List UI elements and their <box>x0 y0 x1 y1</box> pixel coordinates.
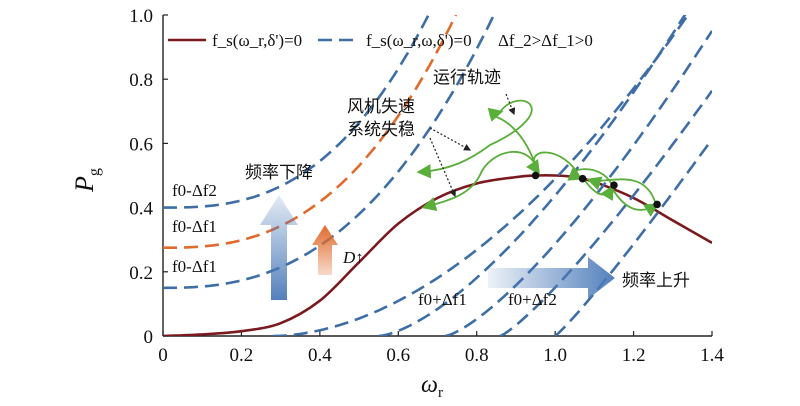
y-tick-label: 0.6 <box>129 134 153 155</box>
x-tick-label: 0 <box>158 345 168 366</box>
y-tick-label: 1.0 <box>129 6 153 27</box>
instability-leader-2 <box>429 137 456 198</box>
curve-label-f0-minus-df1-lower: f0-Δf1 <box>172 257 217 276</box>
trajectory-segment <box>487 107 539 173</box>
trajectory-segment <box>582 177 614 201</box>
axes: 0 0.2 0.4 0.6 0.8 1.0 1.2 1.4 0 0.2 0.4 0.6 0.8 1.0 ωr… <box>70 6 724 401</box>
trajectory-segment <box>611 187 660 217</box>
x-axis-title-sub: r <box>438 385 443 401</box>
freq-up-label: 频率上升 <box>622 271 690 291</box>
curve-label-f0-plus-df2: f0+Δf2 <box>508 290 557 309</box>
instability-leader-1 <box>429 127 472 151</box>
x-tick-label: 0.2 <box>230 345 254 366</box>
legend-dashed-label: f_s(ω_r,ω,δ')=0 <box>366 31 472 50</box>
trajectory-label: 运行轨迹 <box>433 68 501 88</box>
series-line <box>499 90 712 336</box>
y-tick-label: 0.4 <box>129 199 153 220</box>
curve-label-f0-minus-df1-upper: f0-Δf1 <box>172 217 217 236</box>
y-tick-label: 0.8 <box>129 70 153 91</box>
trajectory-path <box>416 99 660 217</box>
freq-down-label: 频率下降 <box>245 163 313 183</box>
trajectory-segment <box>586 176 657 206</box>
legend-note: Δf_2>Δf_1>0 <box>498 31 593 50</box>
trajectory-segment <box>416 99 533 179</box>
d-arrow <box>312 225 338 275</box>
series-line <box>163 15 458 249</box>
y-axis-title: Pg <box>70 168 103 193</box>
y-tick-label: 0.2 <box>129 263 153 284</box>
d-arrow-label: D↑ <box>342 248 364 267</box>
legend: f_s(ω_r,δ')=0 f_s(ω_r,ω,δ')=0 Δf_2>Δf_1>0 <box>168 31 593 50</box>
x-tick-label: 0.4 <box>308 345 332 366</box>
y-axis-title-sub: g <box>86 168 103 176</box>
curve-label-f0-plus-df1: f0+Δf1 <box>418 290 467 309</box>
operating-point <box>653 200 661 209</box>
series-line <box>378 15 687 336</box>
trajectory-segment <box>567 167 613 186</box>
trajectory-segment <box>421 150 539 212</box>
operating-point <box>610 181 618 189</box>
x-tick-label: 0.6 <box>386 345 410 366</box>
series-line <box>444 30 712 336</box>
operating-points <box>531 171 661 209</box>
x-tick-label: 1.2 <box>622 345 646 366</box>
instability-label-line2: 系统失稳 <box>347 120 415 140</box>
series-line <box>554 138 712 336</box>
series-line <box>272 15 690 336</box>
x-tick-label: 1.0 <box>543 345 567 366</box>
x-axis-title: ωr <box>421 372 443 401</box>
freq-up-arrow <box>488 257 615 299</box>
trajectory-leader <box>505 93 516 116</box>
series-line <box>163 15 430 209</box>
operating-point <box>531 171 540 180</box>
legend-solid-label: f_s(ω_r,δ')=0 <box>212 31 302 50</box>
annotations: f0-Δf2 f0-Δf1 f0-Δf1 f0+Δf1 f0+Δf2 运行轨迹风机失速系统… <box>172 68 690 309</box>
x-tick-label: 0.8 <box>465 345 489 366</box>
freq-down-arrow <box>260 195 298 300</box>
y-tick-label: 0 <box>144 327 154 348</box>
series-line <box>163 15 496 290</box>
operating-point <box>578 174 587 183</box>
instability-label-line1: 风机失速 <box>347 97 415 117</box>
curve-label-f0-minus-df2: f0-Δf2 <box>172 181 217 200</box>
x-tick-label: 1.4 <box>700 345 724 366</box>
